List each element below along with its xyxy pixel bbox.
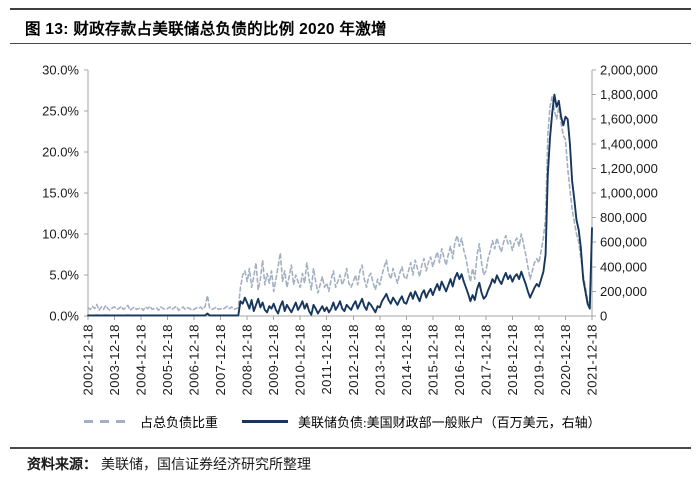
source-text: 美联储，国信证券经济研究所整理 — [101, 458, 311, 473]
svg-text:2,000,000: 2,000,000 — [600, 63, 658, 78]
svg-text:1,400,000: 1,400,000 — [600, 136, 658, 151]
svg-text:2009-12-18: 2009-12-18 — [266, 324, 281, 396]
svg-text:800,000: 800,000 — [600, 210, 647, 225]
svg-text:1,800,000: 1,800,000 — [600, 87, 658, 102]
svg-text:2011-12-18: 2011-12-18 — [319, 324, 334, 395]
svg-text:15.0%: 15.0% — [42, 186, 79, 201]
svg-text:5.0%: 5.0% — [49, 268, 79, 283]
svg-text:10.0%: 10.0% — [42, 227, 79, 242]
chart-legend: 占总负债比重 美联储负债:美国财政部一般账户（百万美元，右轴） — [84, 412, 601, 431]
svg-text:2021-12-18: 2021-12-18 — [585, 324, 600, 396]
title-divider — [10, 43, 691, 44]
svg-text:0: 0 — [600, 309, 607, 324]
svg-text:600,000: 600,000 — [600, 235, 647, 250]
svg-text:2019-12-18: 2019-12-18 — [531, 324, 546, 396]
svg-text:2013-12-18: 2013-12-18 — [372, 324, 387, 396]
svg-text:2016-12-18: 2016-12-18 — [452, 324, 467, 396]
svg-text:1,200,000: 1,200,000 — [600, 161, 658, 176]
dashed-line-swatch — [84, 420, 130, 423]
svg-text:0.0%: 0.0% — [49, 309, 79, 324]
svg-text:2002-12-18: 2002-12-18 — [81, 324, 96, 396]
svg-text:2006-12-18: 2006-12-18 — [187, 324, 202, 396]
legend-item-tga: 美联储负债:美国财政部一般账户（百万美元，右轴） — [242, 412, 601, 431]
svg-text:2020-12-18: 2020-12-18 — [558, 324, 573, 396]
svg-text:20.0%: 20.0% — [42, 145, 79, 160]
figure-title: 图 13: 财政存款占美联储总负债的比例 2020 年激增 — [25, 21, 387, 38]
svg-text:1,600,000: 1,600,000 — [600, 112, 658, 127]
svg-text:2007-12-18: 2007-12-18 — [213, 324, 228, 396]
top-divider — [10, 8, 691, 10]
svg-text:25.0%: 25.0% — [42, 104, 79, 119]
svg-text:200,000: 200,000 — [600, 284, 647, 299]
svg-text:1,000,000: 1,000,000 — [600, 186, 658, 201]
svg-text:2018-12-18: 2018-12-18 — [505, 324, 520, 396]
svg-text:30.0%: 30.0% — [42, 63, 79, 78]
legend-label-tga: 美联储负债:美国财政部一般账户（百万美元，右轴） — [298, 415, 601, 430]
svg-text:2014-12-18: 2014-12-18 — [399, 324, 414, 396]
source-divider — [10, 447, 691, 449]
svg-text:2015-12-18: 2015-12-18 — [425, 324, 440, 396]
svg-text:2005-12-18: 2005-12-18 — [160, 324, 175, 396]
svg-text:2003-12-18: 2003-12-18 — [107, 324, 122, 396]
svg-text:400,000: 400,000 — [600, 259, 647, 274]
solid-line-swatch — [242, 420, 289, 423]
source-label: 资料来源： — [27, 458, 97, 473]
legend-item-ratio: 占总负债比重 — [84, 412, 218, 431]
legend-label-ratio: 占总负债比重 — [140, 415, 219, 430]
svg-text:2017-12-18: 2017-12-18 — [478, 324, 493, 396]
svg-text:2008-12-18: 2008-12-18 — [240, 324, 255, 396]
svg-text:2004-12-18: 2004-12-18 — [134, 324, 149, 396]
svg-text:2012-12-18: 2012-12-18 — [346, 324, 361, 396]
svg-text:2010-12-18: 2010-12-18 — [293, 324, 308, 396]
source-note: 资料来源： 美联储，国信证券经济研究所整理 — [27, 454, 311, 474]
